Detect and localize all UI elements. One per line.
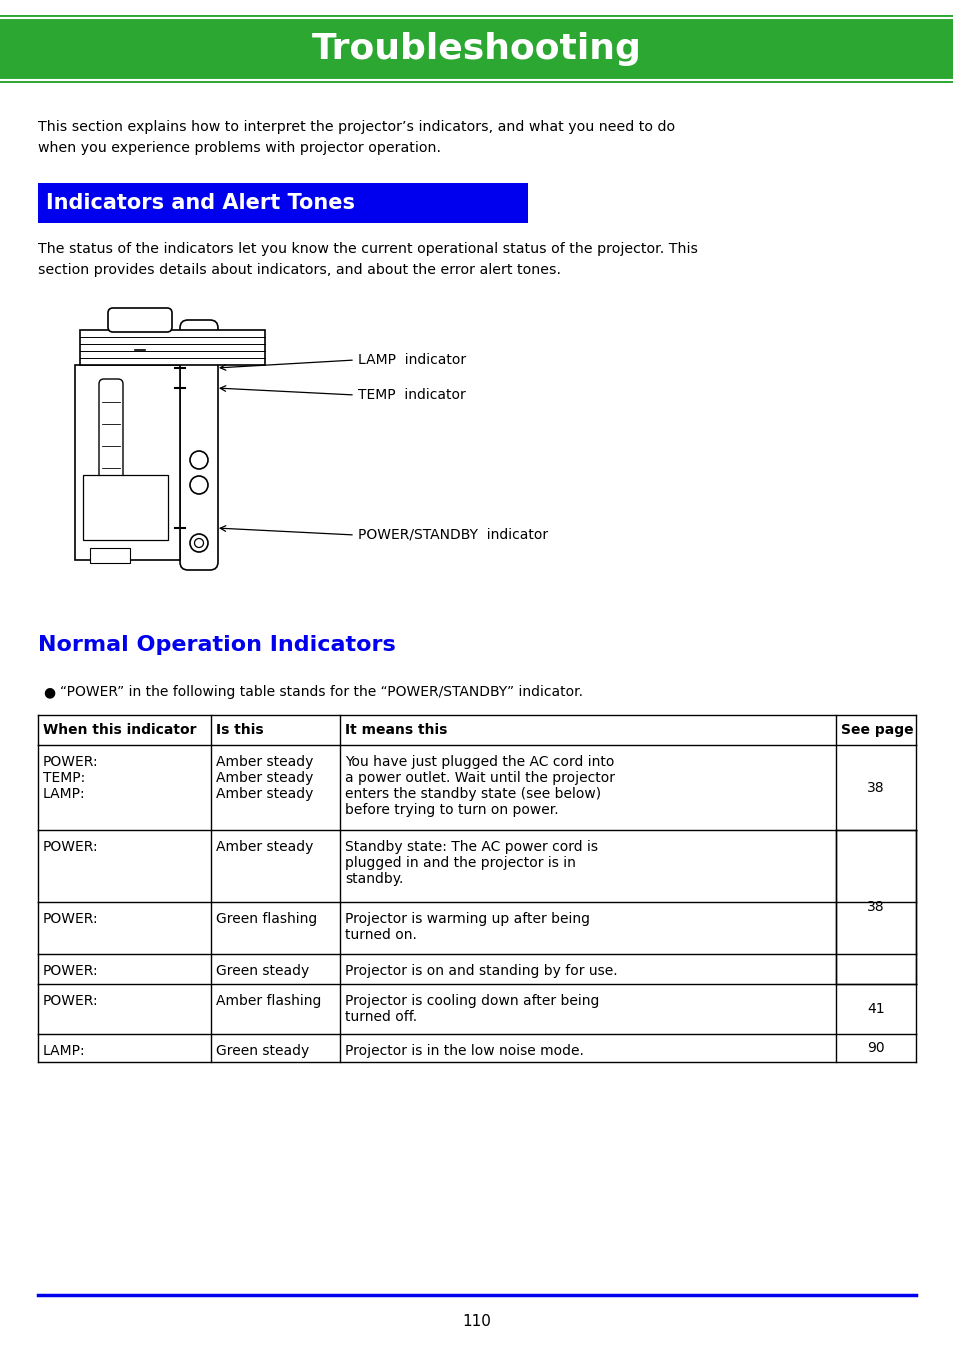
Text: POWER:: POWER: <box>43 913 98 926</box>
Text: LAMP:: LAMP: <box>43 1044 86 1059</box>
Text: Amber steady: Amber steady <box>215 754 313 769</box>
Text: This section explains how to interpret the projector’s indicators, and what you : This section explains how to interpret t… <box>38 120 675 154</box>
Text: It means this: It means this <box>345 723 447 737</box>
Bar <box>38 183 527 223</box>
Text: Amber flashing: Amber flashing <box>215 994 321 1009</box>
Text: TEMP:: TEMP: <box>43 771 85 786</box>
FancyBboxPatch shape <box>108 308 172 333</box>
Text: plugged in and the projector is in: plugged in and the projector is in <box>345 856 576 869</box>
FancyBboxPatch shape <box>180 320 218 571</box>
Text: 38: 38 <box>866 900 883 914</box>
Text: LAMP  indicator: LAMP indicator <box>357 353 466 366</box>
Text: 90: 90 <box>866 1041 883 1055</box>
Text: Projector is cooling down after being: Projector is cooling down after being <box>345 994 598 1009</box>
Text: Standby state: The AC power cord is: Standby state: The AC power cord is <box>345 840 598 854</box>
Text: “POWER” in the following table stands for the “POWER/STANDBY” indicator.: “POWER” in the following table stands fo… <box>60 685 582 699</box>
Text: POWER:: POWER: <box>43 994 98 1009</box>
Text: Projector is warming up after being: Projector is warming up after being <box>345 913 589 926</box>
Text: POWER:: POWER: <box>43 754 98 769</box>
Text: Amber steady: Amber steady <box>215 787 313 800</box>
Text: The status of the indicators let you know the current operational status of the : The status of the indicators let you kno… <box>38 242 698 277</box>
Text: before trying to turn on power.: before trying to turn on power. <box>345 803 558 817</box>
Text: Amber steady: Amber steady <box>215 840 313 854</box>
Text: turned off.: turned off. <box>345 1010 416 1023</box>
Text: Projector is in the low noise mode.: Projector is in the low noise mode. <box>345 1044 583 1059</box>
Text: Is this: Is this <box>215 723 263 737</box>
Bar <box>0 15 953 82</box>
Text: Green steady: Green steady <box>215 964 309 977</box>
Text: enters the standby state (see below): enters the standby state (see below) <box>345 787 600 800</box>
Text: POWER/STANDBY  indicator: POWER/STANDBY indicator <box>357 529 548 542</box>
Text: 38: 38 <box>866 780 883 795</box>
Text: Normal Operation Indicators: Normal Operation Indicators <box>38 635 395 654</box>
Text: LAMP:: LAMP: <box>43 787 86 800</box>
Text: See page: See page <box>841 723 913 737</box>
Bar <box>75 365 180 560</box>
Bar <box>80 330 265 365</box>
Text: Green flashing: Green flashing <box>215 913 317 926</box>
Text: turned on.: turned on. <box>345 927 416 942</box>
Text: POWER:: POWER: <box>43 964 98 977</box>
Text: Amber steady: Amber steady <box>215 771 313 786</box>
Text: TEMP  indicator: TEMP indicator <box>357 388 465 402</box>
Text: a power outlet. Wait until the projector: a power outlet. Wait until the projector <box>345 771 615 786</box>
Text: Indicators and Alert Tones: Indicators and Alert Tones <box>46 193 355 214</box>
Text: POWER:: POWER: <box>43 840 98 854</box>
Text: You have just plugged the AC cord into: You have just plugged the AC cord into <box>345 754 614 769</box>
Bar <box>90 548 130 562</box>
Text: 110: 110 <box>462 1314 491 1329</box>
Bar <box>836 831 914 983</box>
Text: 41: 41 <box>866 1002 883 1015</box>
Text: ●: ● <box>43 685 55 699</box>
Bar <box>83 475 168 539</box>
Text: Green steady: Green steady <box>215 1044 309 1059</box>
Text: Troubleshooting: Troubleshooting <box>312 32 641 66</box>
Text: Projector is on and standing by for use.: Projector is on and standing by for use. <box>345 964 617 977</box>
Text: standby.: standby. <box>345 872 403 886</box>
FancyBboxPatch shape <box>99 379 123 491</box>
Text: When this indicator: When this indicator <box>43 723 196 737</box>
